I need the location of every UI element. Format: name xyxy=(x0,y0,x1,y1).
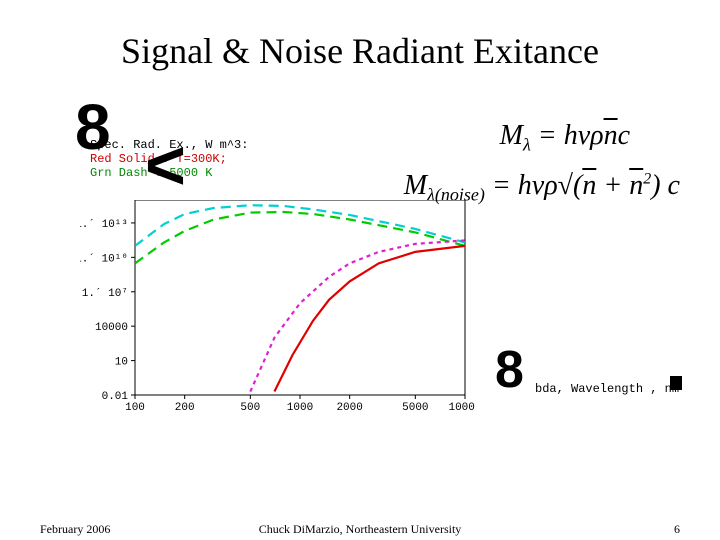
slide-title: Signal & Noise Radiant Exitance xyxy=(0,30,720,72)
x-axis-label: bda, Wavelength , nm xyxy=(535,382,679,396)
svg-text:500: 500 xyxy=(240,402,260,414)
svg-text:10000: 10000 xyxy=(95,322,128,334)
svg-text:1.´ 10¹³: 1.´ 10¹³ xyxy=(80,218,128,231)
svg-text:5000: 5000 xyxy=(402,402,428,414)
equation-signal: Mλ = hνρnc xyxy=(500,120,630,156)
svg-text:200: 200 xyxy=(175,402,195,414)
svg-text:10: 10 xyxy=(115,357,128,369)
footer-page: 6 xyxy=(674,522,680,537)
decor-eight-bottom: 8 xyxy=(495,340,524,400)
footer-author: Chuck DiMarzio, Northeastern University xyxy=(0,522,720,537)
svg-text:1.´ 10¹⁰: 1.´ 10¹⁰ xyxy=(80,252,128,265)
exitance-chart: 100 200 500 1000 2000 5000 10000 0.01 10 10000 1.´… xyxy=(80,200,475,420)
svg-text:0.01: 0.01 xyxy=(102,391,129,403)
svg-text:100: 100 xyxy=(125,402,145,414)
svg-text:1000: 1000 xyxy=(287,402,313,414)
svg-text:1.´ 10⁷: 1.´ 10⁷ xyxy=(82,287,128,300)
svg-text:2000: 2000 xyxy=(336,402,362,414)
decor-less-than: < xyxy=(145,125,186,205)
decor-bar xyxy=(670,376,682,390)
svg-text:10000: 10000 xyxy=(448,402,475,414)
decor-eight-top: 8 xyxy=(75,90,111,164)
